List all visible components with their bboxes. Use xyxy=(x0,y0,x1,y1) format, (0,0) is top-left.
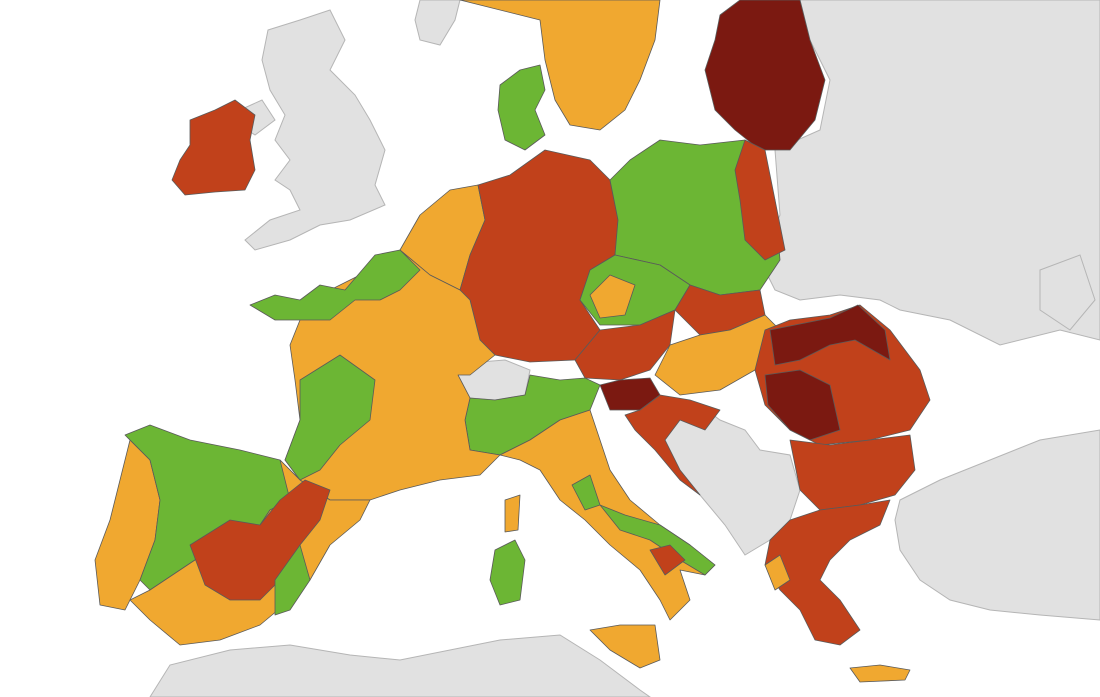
region xyxy=(489,539,526,606)
region xyxy=(764,554,791,591)
north-africa xyxy=(149,634,651,697)
region xyxy=(704,0,826,151)
region xyxy=(284,354,376,481)
region xyxy=(274,544,311,616)
region xyxy=(589,624,661,669)
region xyxy=(504,494,521,533)
region xyxy=(624,394,721,496)
region xyxy=(764,369,841,441)
region xyxy=(649,544,686,576)
region xyxy=(849,664,911,683)
region xyxy=(171,99,256,196)
turkey xyxy=(894,429,1100,621)
non-eu-land xyxy=(149,0,1100,697)
norway xyxy=(414,0,461,46)
region xyxy=(249,249,421,321)
region xyxy=(764,499,891,646)
east xyxy=(759,0,1100,346)
region xyxy=(734,139,786,261)
region xyxy=(769,304,891,366)
great-britain xyxy=(244,9,386,251)
region xyxy=(459,0,661,131)
regions xyxy=(94,0,931,683)
region xyxy=(589,274,636,319)
region xyxy=(789,434,916,511)
region xyxy=(599,504,716,576)
region xyxy=(571,474,601,511)
crimea xyxy=(1039,254,1096,331)
region xyxy=(497,64,546,151)
region xyxy=(189,479,331,601)
